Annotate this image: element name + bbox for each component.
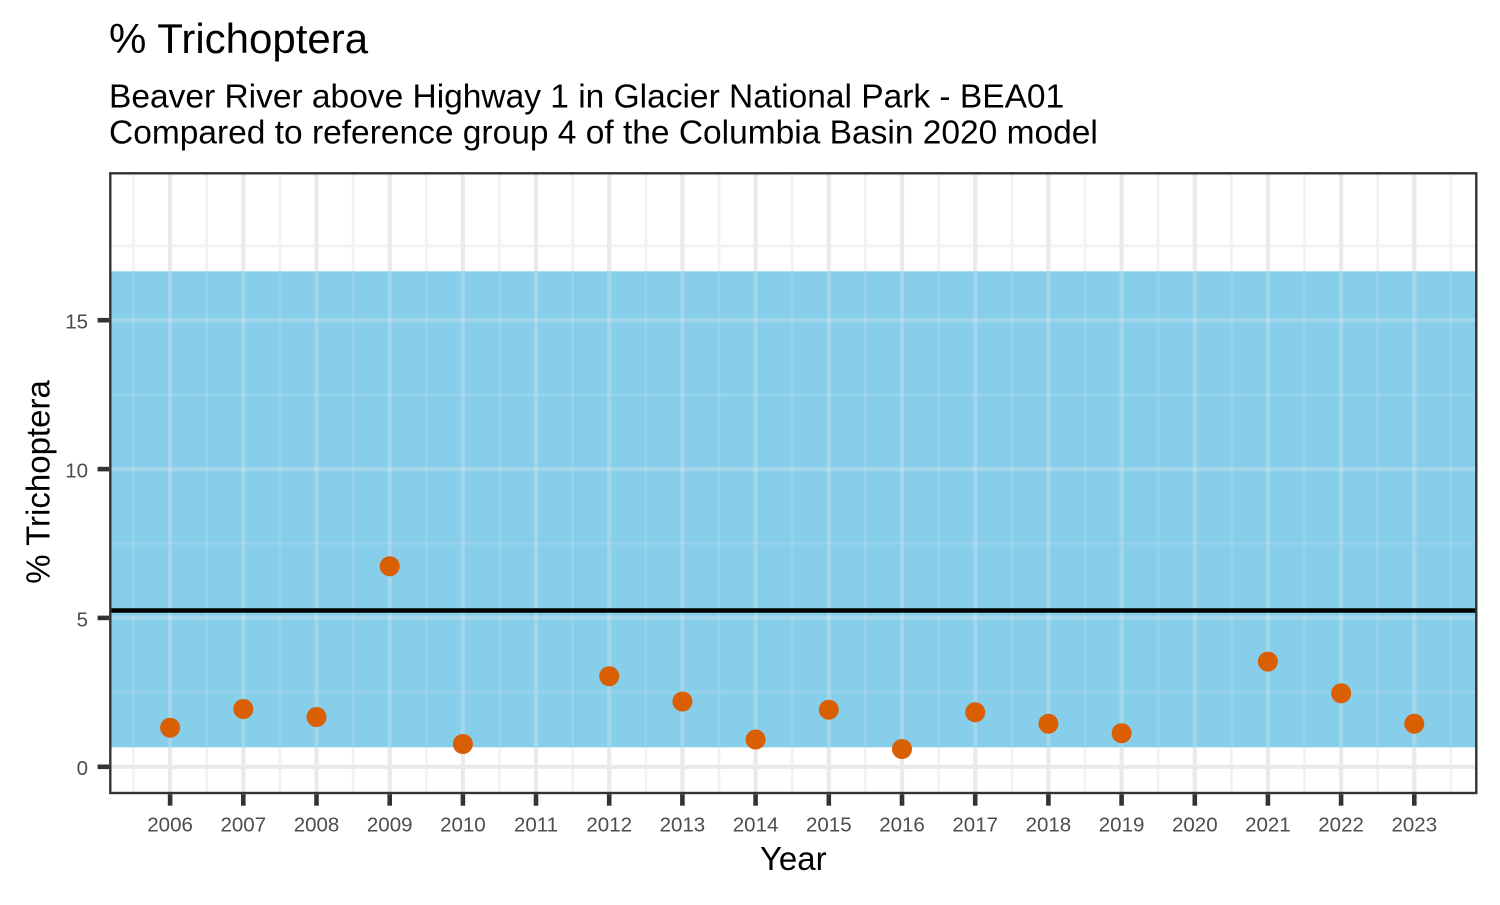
svg-text:2022: 2022	[1318, 814, 1364, 837]
svg-text:2016: 2016	[879, 814, 925, 837]
svg-text:% Trichoptera: % Trichoptera	[109, 15, 369, 62]
svg-text:10: 10	[65, 460, 88, 483]
svg-text:2006: 2006	[147, 814, 193, 837]
svg-text:2017: 2017	[952, 814, 998, 837]
svg-text:2008: 2008	[294, 814, 340, 837]
svg-text:2012: 2012	[586, 814, 632, 837]
svg-text:2020: 2020	[1172, 814, 1218, 837]
svg-text:2010: 2010	[440, 814, 486, 837]
svg-text:2018: 2018	[1026, 814, 1072, 837]
svg-text:2011: 2011	[514, 814, 558, 837]
svg-text:Year: Year	[760, 840, 827, 877]
svg-text:2023: 2023	[1391, 814, 1437, 837]
svg-text:2009: 2009	[367, 814, 413, 837]
svg-text:2013: 2013	[660, 814, 706, 837]
svg-text:2015: 2015	[806, 814, 852, 837]
svg-text:0: 0	[77, 757, 88, 780]
svg-text:5: 5	[77, 608, 88, 631]
svg-text:2007: 2007	[220, 814, 266, 837]
svg-text:15: 15	[65, 311, 88, 334]
svg-text:2019: 2019	[1099, 814, 1145, 837]
svg-text:2014: 2014	[733, 814, 779, 837]
svg-text:2021: 2021	[1245, 814, 1291, 837]
svg-text:% Trichoptera: % Trichoptera	[20, 380, 57, 584]
svg-text:Compared to reference group 4: Compared to reference group 4 of the Col…	[109, 114, 1098, 151]
svg-text:Beaver River above Highway 1 i: Beaver River above Highway 1 in Glacier …	[109, 79, 1064, 116]
